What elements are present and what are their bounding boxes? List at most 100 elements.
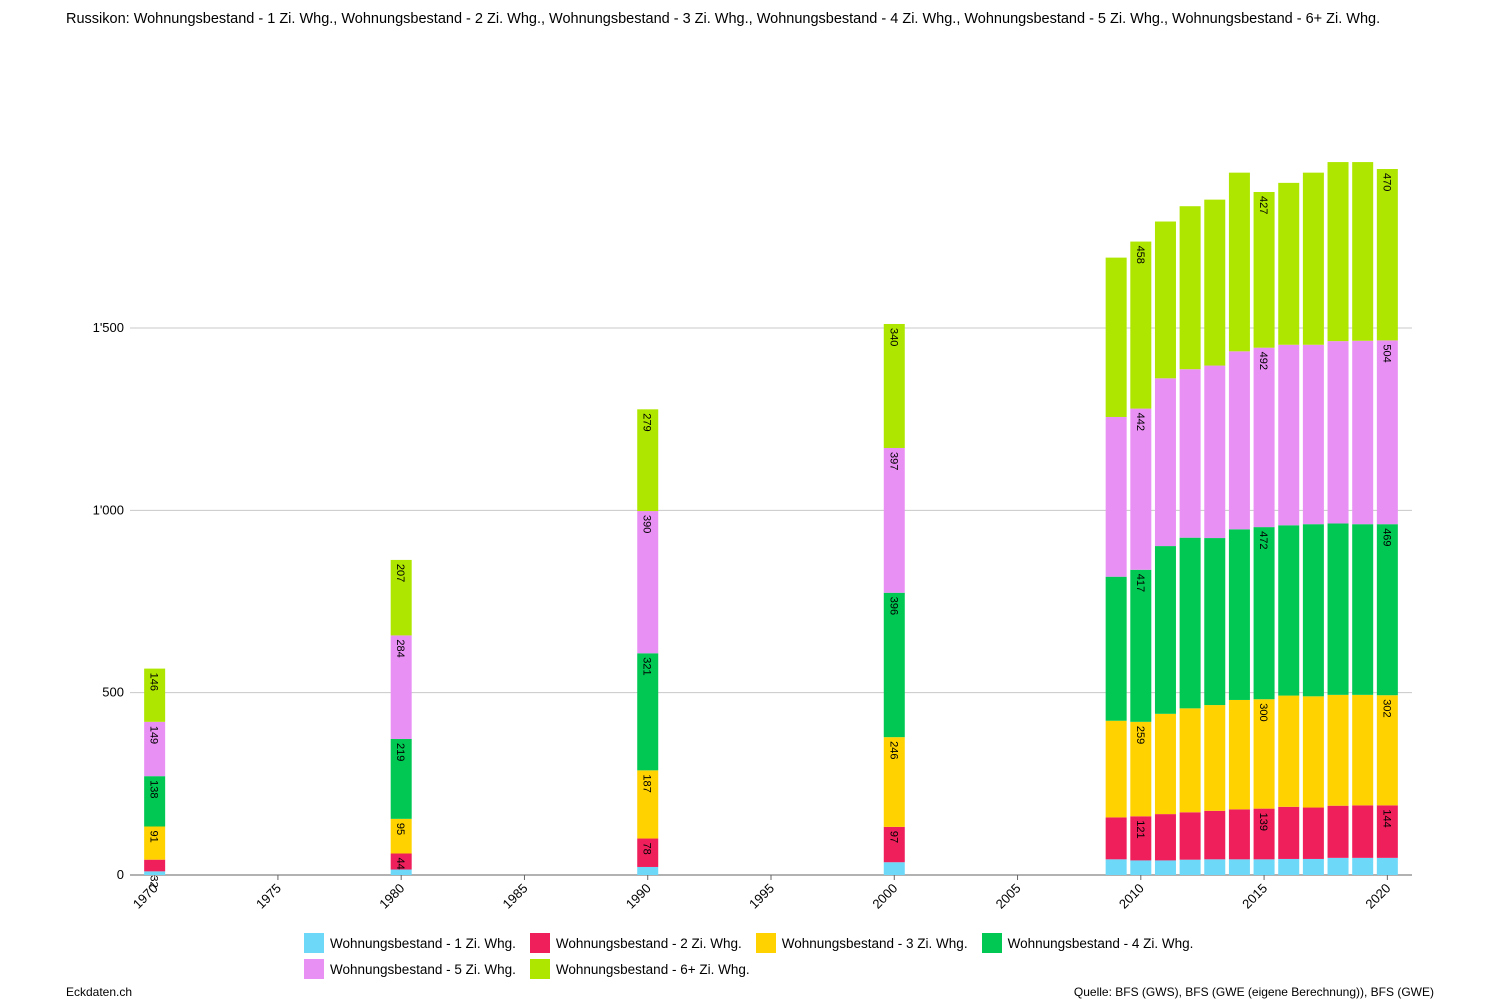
x-tick-label: 1980 — [376, 881, 407, 912]
data-label: 187 — [641, 774, 653, 792]
bar-segment — [1302, 807, 1324, 859]
bar-segment — [1105, 257, 1127, 417]
data-label: 302 — [1380, 699, 1392, 717]
bar-segment — [1253, 859, 1275, 875]
bar-segment — [144, 721, 166, 777]
bar-segment — [390, 738, 412, 819]
footer-source: Quelle: BFS (GWS), BFS (GWE (eigene Bere… — [1073, 985, 1434, 999]
bar-segment — [637, 653, 659, 771]
legend: Wohnungsbestand - 1 Zi. Whg. Wohnungsbes… — [304, 930, 1244, 982]
data-label: 149 — [148, 726, 160, 744]
bar-segment — [1327, 523, 1349, 695]
bar-segment — [1130, 721, 1152, 817]
bar-segment — [1179, 537, 1201, 709]
data-label: 144 — [1380, 809, 1392, 827]
bar-segment — [1105, 416, 1127, 577]
bar-segment — [1228, 699, 1250, 810]
data-label: 32 — [148, 875, 160, 887]
legend-row-2: Wohnungsbestand - 5 Zi. Whg. Wohnungsbes… — [304, 956, 1244, 982]
bar-segment — [1204, 705, 1226, 811]
bar-segment — [1278, 695, 1300, 807]
bar-segment — [1376, 524, 1398, 696]
legend-swatch — [981, 933, 1002, 953]
bar-segment — [1154, 221, 1176, 379]
x-tick-label: 1990 — [623, 881, 654, 912]
x-tick-label: 2020 — [1362, 881, 1393, 912]
bar-segment — [1278, 525, 1300, 696]
legend-swatch — [755, 933, 776, 953]
bar-segment — [1154, 546, 1176, 714]
bar-segment — [1228, 172, 1250, 352]
bar-segment — [1352, 340, 1374, 525]
data-label: 340 — [887, 328, 899, 346]
legend-item-4-zi[interactable]: Wohnungsbestand - 4 Zi. Whg. — [981, 933, 1193, 953]
bar-segment — [637, 511, 659, 654]
bar-segment — [1302, 858, 1324, 875]
data-label: 470 — [1380, 173, 1392, 191]
bar-segment — [1154, 860, 1176, 875]
legend-swatch — [304, 959, 324, 979]
bar-segment — [1352, 524, 1374, 695]
y-tick-label: 1'000 — [93, 502, 124, 517]
bar-segment — [390, 818, 412, 854]
bar-segment — [1302, 172, 1324, 345]
legend-label: Wohnungsbestand - 5 Zi. Whg. — [330, 961, 516, 977]
data-label: 139 — [1257, 813, 1269, 831]
bar-segment — [1302, 344, 1324, 525]
bar-segment — [1327, 805, 1349, 858]
data-label: 417 — [1134, 574, 1146, 592]
legend-item-3-zi[interactable]: Wohnungsbestand - 3 Zi. Whg. — [755, 933, 968, 953]
bar-segment — [1327, 341, 1349, 524]
data-label: 321 — [641, 657, 653, 675]
footer-brand[interactable]: Eckdaten.ch — [66, 985, 133, 999]
data-label: 91 — [148, 830, 160, 842]
data-label: 219 — [394, 743, 406, 761]
bar-segment — [1278, 182, 1300, 345]
y-tick-label: 500 — [102, 685, 124, 700]
bar-segment — [1253, 347, 1275, 528]
data-label: 138 — [148, 780, 160, 798]
bar-segment — [1278, 858, 1300, 875]
legend-swatch — [529, 933, 550, 953]
bar-segment — [1130, 241, 1152, 409]
legend-item-1-zi[interactable]: Wohnungsbestand - 1 Zi. Whg. — [304, 933, 516, 953]
bar-segment — [1105, 817, 1127, 860]
bar-segment — [1179, 859, 1201, 875]
bar-segment — [1352, 694, 1374, 806]
bar-segment — [390, 869, 412, 875]
bar-segment — [1204, 365, 1226, 539]
legend-item-2-zi[interactable]: Wohnungsbestand - 2 Zi. Whg. — [529, 933, 742, 953]
bar-segment — [390, 853, 412, 870]
y-tick-label: 1'500 — [93, 320, 124, 335]
bar-segment — [1228, 859, 1250, 875]
bar-segment — [1376, 340, 1398, 525]
bar-segment — [1179, 708, 1201, 813]
bar-segment — [1179, 206, 1201, 370]
legend-swatch — [529, 959, 550, 979]
bar-segment — [1376, 805, 1398, 858]
data-label: 259 — [1134, 726, 1146, 744]
data-label: 469 — [1380, 528, 1392, 546]
data-label: 78 — [641, 843, 653, 855]
bar-segment — [1228, 529, 1250, 700]
bar-segment — [1105, 859, 1127, 875]
x-tick-label: 1985 — [500, 881, 531, 912]
legend-label: Wohnungsbestand - 1 Zi. Whg. — [330, 935, 516, 951]
x-tick-label: 1975 — [253, 881, 284, 912]
bar-segment — [390, 635, 412, 739]
legend-item-6plus-zi[interactable]: Wohnungsbestand - 6+ Zi. Whg. — [529, 959, 750, 979]
legend-item-5-zi[interactable]: Wohnungsbestand - 5 Zi. Whg. — [304, 959, 516, 979]
data-label: 44 — [394, 857, 406, 869]
bar-segment — [1278, 344, 1300, 526]
bar-segment — [883, 862, 905, 875]
chart-title: Russikon: Wohnungsbestand - 1 Zi. Whg., … — [66, 11, 1381, 27]
data-label: 472 — [1257, 531, 1269, 549]
legend-label: Wohnungsbestand - 3 Zi. Whg. — [781, 935, 968, 951]
bar-segment — [1179, 369, 1201, 538]
bar-segment — [883, 737, 905, 827]
x-tick-label: 2005 — [993, 881, 1024, 912]
legend-swatch — [304, 933, 324, 953]
bar-segment — [1154, 713, 1176, 815]
data-label: 246 — [887, 741, 899, 759]
